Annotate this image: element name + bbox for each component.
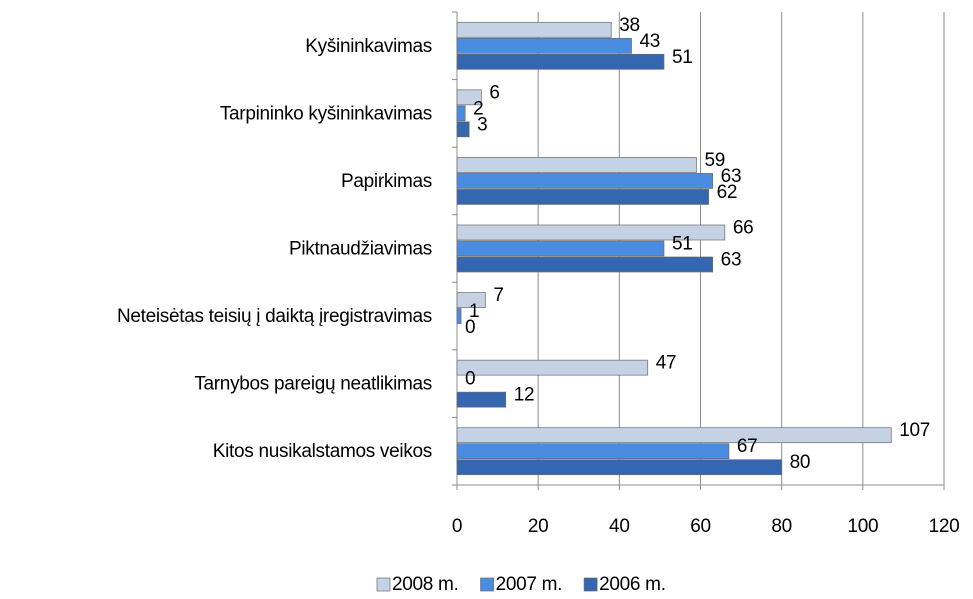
x-tick-label: 120	[929, 516, 960, 537]
x-tick-label: 20	[528, 516, 549, 537]
value-label: 62	[717, 182, 738, 203]
bar	[456, 256, 714, 273]
value-label: 43	[640, 31, 661, 52]
bar	[456, 37, 632, 54]
value-label: 59	[704, 150, 725, 171]
bar	[456, 189, 709, 205]
x-tick-label: 60	[690, 516, 711, 537]
y-tick-label: Kitos nusikalstamos veikos	[213, 441, 432, 462]
bar	[456, 21, 612, 38]
x-tick-label: 40	[609, 516, 630, 537]
y-tick-label: Tarpininko kyšininkavimas	[220, 103, 432, 124]
x-tick-label: 0	[452, 516, 462, 537]
bar	[456, 121, 470, 138]
value-label: 67	[737, 436, 758, 457]
bar	[456, 105, 466, 122]
bar	[456, 391, 507, 408]
value-label: 51	[672, 234, 693, 255]
bar	[456, 443, 730, 460]
value-label: 0	[465, 317, 475, 338]
value-label: 107	[899, 420, 930, 441]
bar	[456, 240, 665, 257]
value-label: 1	[469, 301, 479, 322]
legend-swatch	[480, 577, 494, 592]
bar	[456, 459, 783, 476]
legend-swatch	[376, 577, 391, 592]
value-label: 2	[473, 98, 483, 119]
value-label: 63	[721, 166, 742, 187]
legend-label: 2007 m.	[496, 574, 563, 595]
bar	[456, 359, 649, 376]
x-tick-label: 80	[771, 516, 792, 537]
x-tick-label: 100	[847, 516, 878, 537]
bar	[456, 173, 714, 189]
value-label: 7	[493, 285, 503, 306]
legend-label: 2006 m.	[599, 574, 666, 595]
value-label: 12	[514, 385, 535, 406]
bar	[456, 292, 486, 308]
legend-swatch	[583, 577, 598, 592]
y-tick-label: Tarnybos pareigų neatlikimas	[194, 374, 432, 395]
value-label: 3	[477, 114, 487, 135]
value-label: 47	[656, 353, 677, 374]
value-label: 51	[672, 47, 693, 68]
value-label: 80	[790, 452, 811, 473]
y-tick-label: Papirkimas	[341, 171, 432, 192]
bar	[456, 224, 726, 241]
legend-label: 2008 m.	[392, 574, 459, 595]
value-label: 38	[619, 15, 640, 36]
bar	[456, 427, 892, 444]
y-tick-label: Neteisėtas teisių į daiktą įregistravima…	[117, 306, 432, 327]
value-label: 66	[733, 218, 754, 239]
bar	[456, 89, 482, 106]
value-label: 0	[465, 369, 475, 390]
bar	[456, 308, 462, 324]
y-tick-label: Kyšininkavimas	[305, 36, 432, 57]
y-tick-label: Piktnaudžiavimas	[289, 239, 432, 260]
value-label: 63	[721, 250, 742, 271]
value-label: 6	[489, 82, 499, 103]
bar	[456, 157, 697, 173]
bar	[456, 53, 665, 70]
